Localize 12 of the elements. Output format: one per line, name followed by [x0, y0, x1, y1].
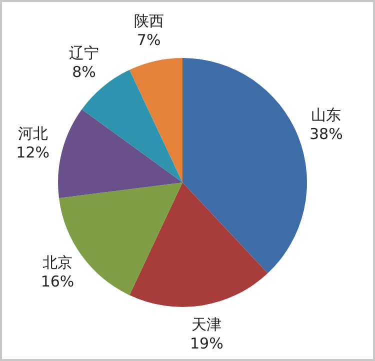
data-label: 7%: [136, 31, 161, 50]
slice-label: 山东: [311, 106, 342, 124]
slice-label: 天津: [192, 315, 222, 334]
data-label: 8%: [72, 62, 96, 81]
slice-label: 陕西: [134, 12, 164, 30]
data-label: 38%: [309, 125, 343, 144]
data-label: 19%: [190, 334, 224, 352]
data-label: 12%: [16, 143, 50, 162]
data-label: 16%: [40, 272, 74, 291]
slice-label: 辽宁: [69, 44, 100, 62]
slice-label: 河北: [18, 124, 48, 142]
slice-label: 北京: [42, 254, 73, 272]
